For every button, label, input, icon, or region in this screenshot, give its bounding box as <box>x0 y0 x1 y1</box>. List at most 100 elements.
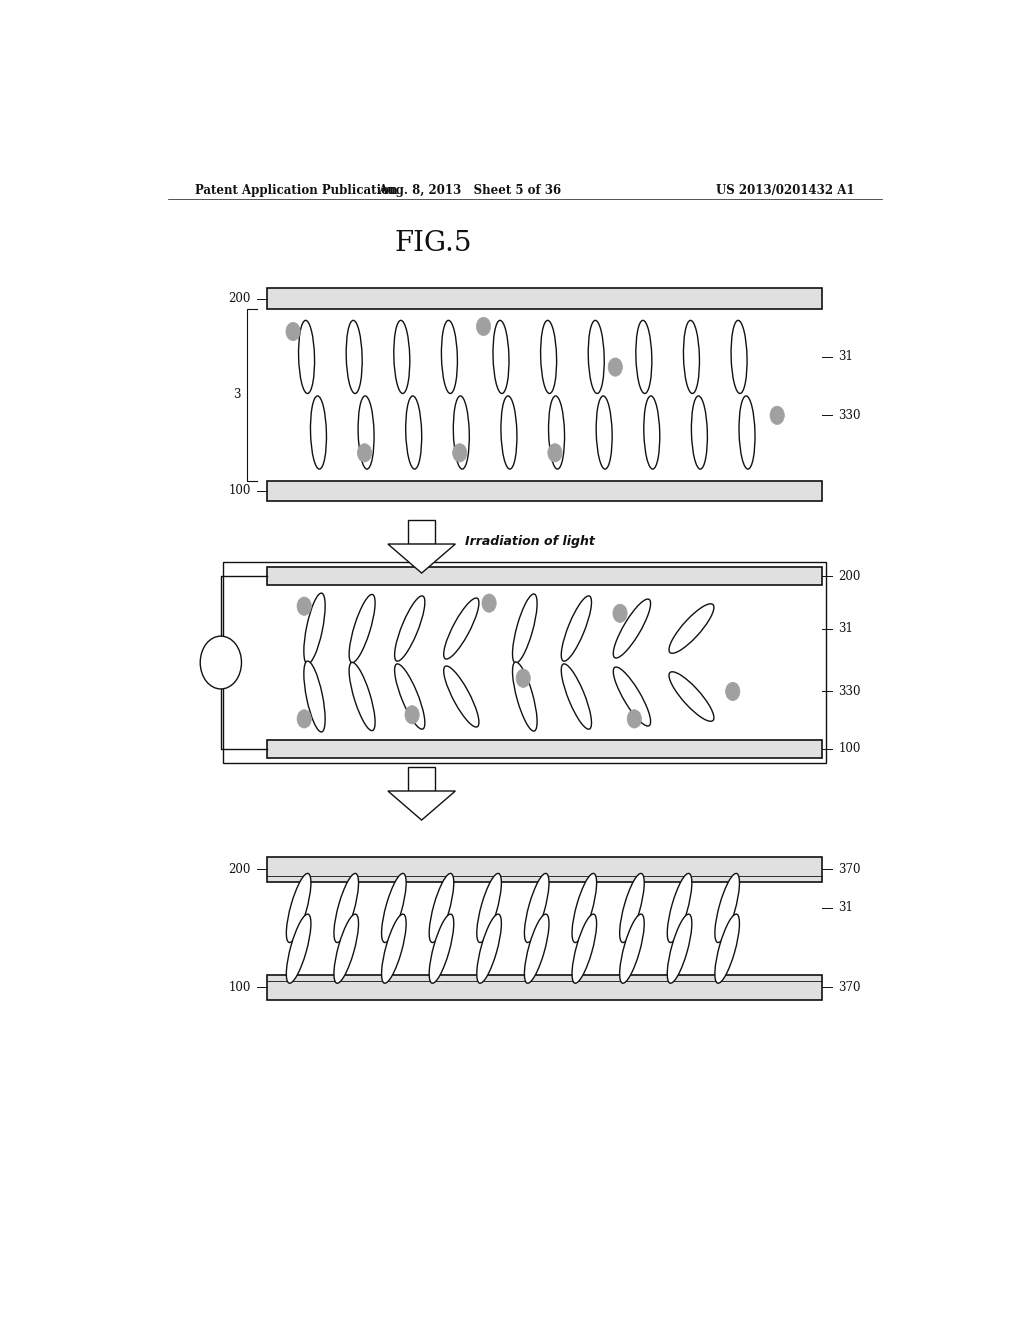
Ellipse shape <box>406 396 422 469</box>
Ellipse shape <box>561 664 592 729</box>
Ellipse shape <box>287 874 311 942</box>
Ellipse shape <box>394 595 425 661</box>
Ellipse shape <box>549 396 564 469</box>
Ellipse shape <box>304 593 326 664</box>
Ellipse shape <box>299 321 314 393</box>
Circle shape <box>201 636 242 689</box>
Ellipse shape <box>644 396 659 469</box>
Ellipse shape <box>524 874 549 942</box>
Ellipse shape <box>613 599 650 659</box>
Bar <box>267 480 822 500</box>
Ellipse shape <box>394 664 425 729</box>
Polygon shape <box>388 791 456 820</box>
Ellipse shape <box>683 321 699 393</box>
Text: Aug. 8, 2013   Sheet 5 of 36: Aug. 8, 2013 Sheet 5 of 36 <box>378 183 561 197</box>
Ellipse shape <box>349 594 375 663</box>
Text: 370: 370 <box>839 981 861 994</box>
Ellipse shape <box>429 874 454 942</box>
Text: 200: 200 <box>228 863 251 876</box>
Ellipse shape <box>477 915 502 983</box>
Text: 3: 3 <box>233 388 241 401</box>
Ellipse shape <box>512 594 538 663</box>
Ellipse shape <box>382 874 407 942</box>
Ellipse shape <box>512 661 538 731</box>
Ellipse shape <box>441 321 458 393</box>
Ellipse shape <box>501 396 517 469</box>
Ellipse shape <box>731 321 748 393</box>
Bar <box>267 739 822 758</box>
Ellipse shape <box>669 603 714 653</box>
Text: 200: 200 <box>839 570 860 582</box>
Bar <box>267 974 822 1001</box>
Ellipse shape <box>613 667 650 726</box>
Circle shape <box>297 597 311 615</box>
Text: 200: 200 <box>228 292 251 305</box>
Ellipse shape <box>493 321 509 393</box>
Text: 100: 100 <box>228 981 251 994</box>
Ellipse shape <box>358 396 374 469</box>
Ellipse shape <box>572 874 597 942</box>
Text: US 2013/0201432 A1: US 2013/0201432 A1 <box>716 183 854 197</box>
Circle shape <box>357 444 372 462</box>
Ellipse shape <box>561 595 592 661</box>
Circle shape <box>613 605 627 623</box>
Ellipse shape <box>636 321 652 393</box>
Circle shape <box>608 358 623 376</box>
Text: 370: 370 <box>839 863 861 876</box>
Bar <box>267 857 822 882</box>
Circle shape <box>404 706 419 723</box>
Text: 31: 31 <box>839 902 853 915</box>
Circle shape <box>770 407 784 425</box>
Ellipse shape <box>287 915 311 983</box>
Ellipse shape <box>477 874 502 942</box>
Bar <box>409 520 435 544</box>
Ellipse shape <box>669 672 714 721</box>
Ellipse shape <box>541 321 557 393</box>
Circle shape <box>548 444 562 462</box>
Ellipse shape <box>596 396 612 469</box>
Ellipse shape <box>334 874 358 942</box>
Bar <box>267 568 822 585</box>
Text: 100: 100 <box>228 484 251 498</box>
Bar <box>223 562 825 763</box>
Text: FIG.5: FIG.5 <box>395 230 472 256</box>
Ellipse shape <box>304 661 326 733</box>
Ellipse shape <box>382 915 407 983</box>
Ellipse shape <box>346 321 362 393</box>
Circle shape <box>516 669 530 688</box>
Ellipse shape <box>310 396 327 469</box>
Text: 31: 31 <box>839 350 853 363</box>
Circle shape <box>297 710 311 729</box>
Ellipse shape <box>715 874 739 942</box>
Ellipse shape <box>349 663 375 731</box>
Ellipse shape <box>429 915 454 983</box>
Circle shape <box>726 682 740 701</box>
Ellipse shape <box>668 915 692 983</box>
Text: 100: 100 <box>839 742 860 755</box>
Text: Irradiation of light: Irradiation of light <box>465 535 595 548</box>
Text: Patent Application Publication: Patent Application Publication <box>196 183 398 197</box>
Ellipse shape <box>454 396 469 469</box>
Bar <box>409 767 435 791</box>
Circle shape <box>453 444 467 462</box>
Ellipse shape <box>394 321 410 393</box>
Ellipse shape <box>524 915 549 983</box>
Ellipse shape <box>715 915 739 983</box>
Circle shape <box>482 594 497 612</box>
Circle shape <box>627 710 641 729</box>
Text: 330: 330 <box>839 685 861 698</box>
Ellipse shape <box>691 396 708 469</box>
Ellipse shape <box>334 915 358 983</box>
Ellipse shape <box>572 915 597 983</box>
Circle shape <box>476 317 490 335</box>
Circle shape <box>286 322 300 341</box>
Ellipse shape <box>620 915 644 983</box>
Text: V: V <box>216 656 225 669</box>
Text: 330: 330 <box>839 409 861 422</box>
Ellipse shape <box>739 396 755 469</box>
Ellipse shape <box>588 321 604 393</box>
Ellipse shape <box>620 874 644 942</box>
Polygon shape <box>388 544 456 573</box>
Ellipse shape <box>668 874 692 942</box>
Ellipse shape <box>443 667 479 727</box>
